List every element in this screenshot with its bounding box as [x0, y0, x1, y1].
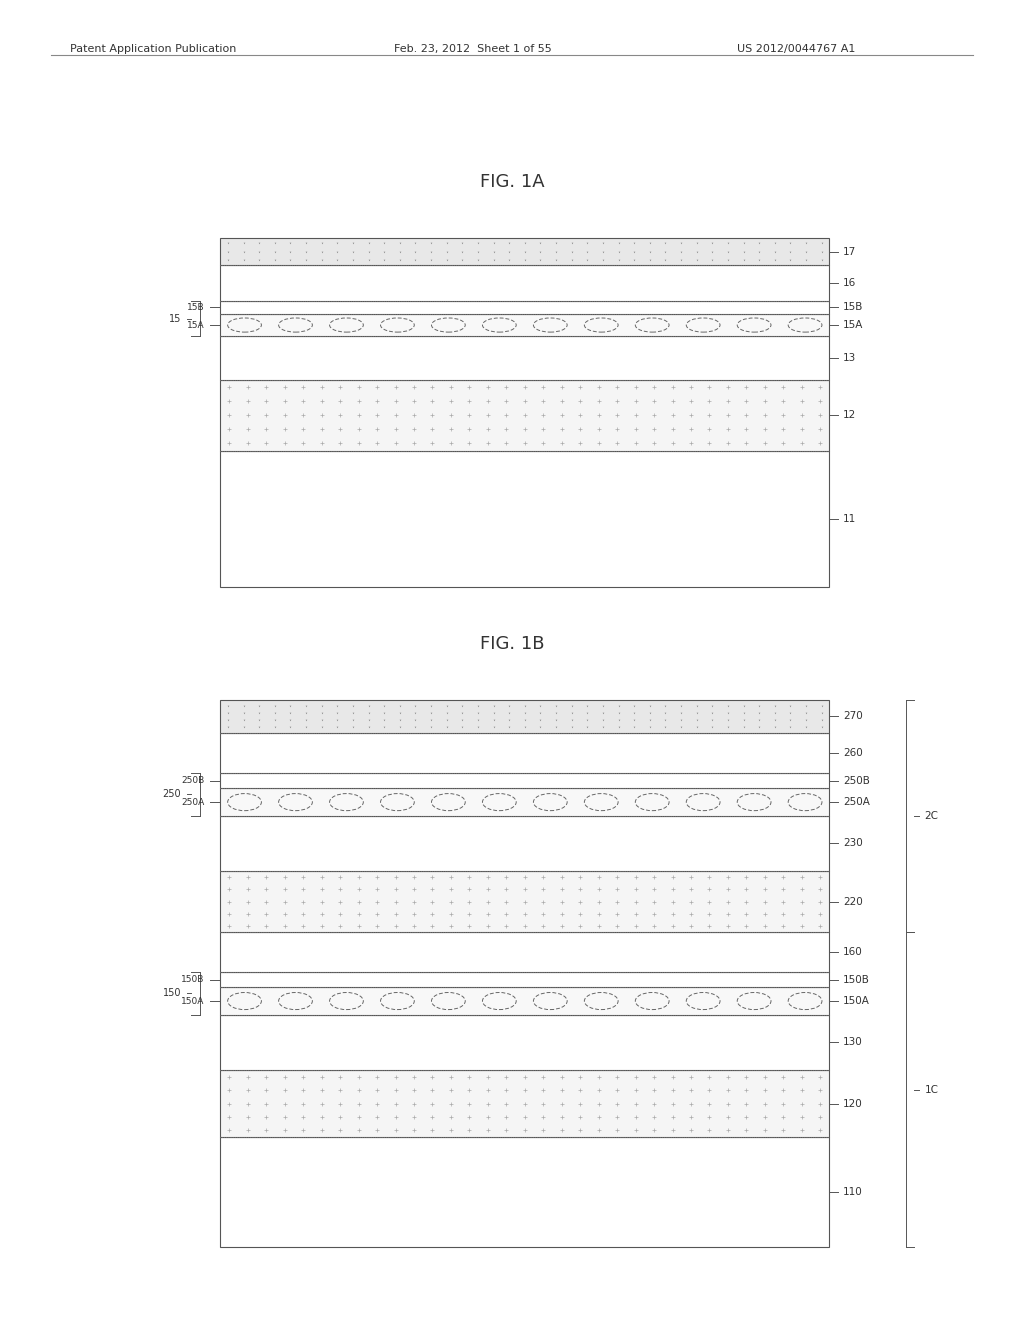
Text: 15A: 15A: [843, 319, 863, 330]
Text: 230: 230: [843, 838, 862, 849]
Bar: [220, 1015, 829, 1071]
Text: 1C: 1C: [925, 1085, 939, 1094]
Text: 250A: 250A: [181, 797, 205, 807]
Text: 15A: 15A: [187, 321, 205, 330]
Text: 17: 17: [843, 247, 856, 256]
Text: 160: 160: [843, 946, 862, 957]
Text: 150: 150: [163, 989, 181, 998]
Text: 250B: 250B: [843, 776, 869, 785]
Text: 11: 11: [843, 513, 856, 524]
Bar: [220, 932, 829, 972]
Text: 260: 260: [843, 748, 862, 758]
Text: FIG. 1A: FIG. 1A: [479, 173, 545, 191]
Text: 270: 270: [843, 711, 862, 722]
Text: 2C: 2C: [925, 810, 939, 821]
Text: US 2012/0044767 A1: US 2012/0044767 A1: [737, 44, 856, 54]
Text: 150A: 150A: [843, 997, 869, 1006]
Text: 150B: 150B: [843, 974, 869, 985]
Text: 130: 130: [843, 1038, 862, 1047]
Text: 250A: 250A: [843, 797, 869, 807]
Bar: [220, 450, 829, 587]
Text: 110: 110: [843, 1187, 862, 1197]
Text: Patent Application Publication: Patent Application Publication: [70, 44, 236, 54]
Bar: [220, 816, 829, 871]
Text: 15B: 15B: [187, 302, 205, 312]
Text: 150B: 150B: [181, 975, 205, 985]
Bar: [220, 734, 829, 774]
Text: 120: 120: [843, 1098, 862, 1109]
Bar: [220, 987, 829, 1015]
Bar: [220, 788, 829, 816]
Text: 15B: 15B: [843, 302, 863, 313]
Bar: [220, 1071, 829, 1138]
Bar: [220, 700, 829, 734]
Text: Feb. 23, 2012  Sheet 1 of 55: Feb. 23, 2012 Sheet 1 of 55: [394, 44, 552, 54]
Bar: [220, 301, 829, 314]
Bar: [220, 1138, 829, 1247]
Text: 250: 250: [163, 789, 181, 800]
Bar: [220, 774, 829, 788]
Bar: [220, 314, 829, 337]
Text: 12: 12: [843, 411, 856, 420]
Text: 220: 220: [843, 896, 862, 907]
Text: 15: 15: [169, 314, 181, 323]
Text: 13: 13: [843, 352, 856, 363]
Bar: [220, 265, 829, 301]
Text: 250B: 250B: [181, 776, 205, 785]
Bar: [220, 871, 829, 932]
Bar: [220, 380, 829, 450]
Bar: [220, 972, 829, 987]
Bar: [220, 238, 829, 265]
Bar: [220, 337, 829, 380]
Text: 150A: 150A: [181, 997, 205, 1006]
Text: 16: 16: [843, 279, 856, 288]
Text: FIG. 1B: FIG. 1B: [480, 635, 544, 653]
